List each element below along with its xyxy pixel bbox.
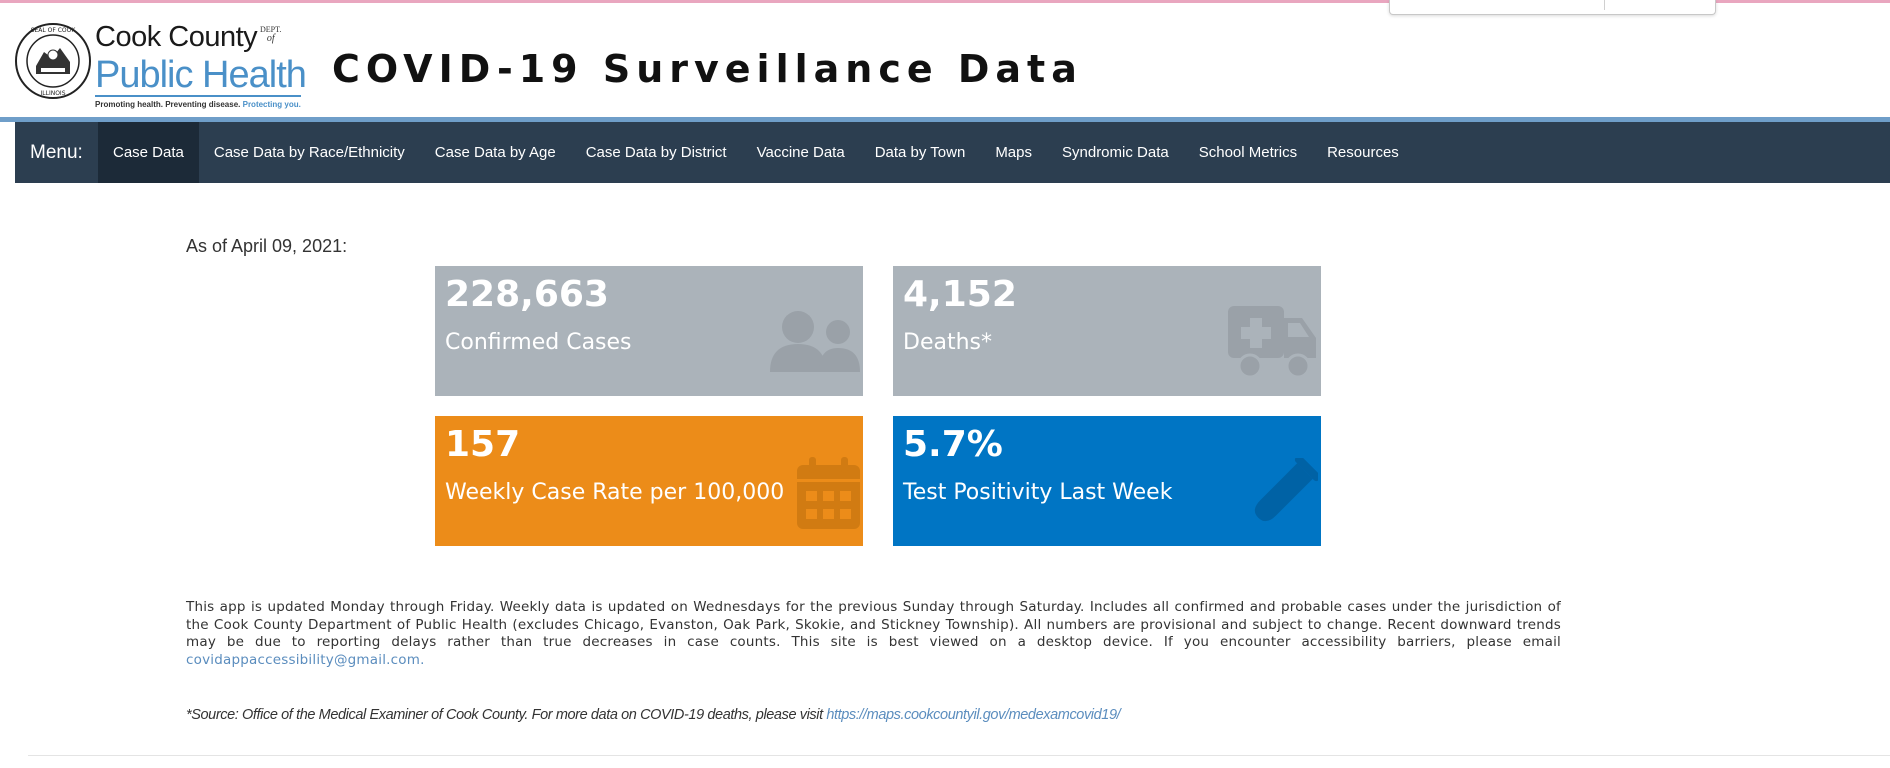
logo-of-label: of (266, 33, 275, 44)
confirmed-cases-value: 228,663 (445, 274, 609, 315)
logo-dept-label: DEPT. (260, 25, 282, 34)
users-icon (770, 311, 860, 372)
nav-menu-label: Menu: (30, 142, 83, 163)
accessibility-email-link[interactable]: covidappaccessibility@gmail.com. (186, 651, 425, 668)
nav-item-case-data-race-ethnicity[interactable]: Case Data by Race/Ethnicity (213, 144, 405, 161)
department-logo[interactable]: Cook County DEPT. of Public Health Promo… (95, 19, 310, 114)
test-positivity-label: Test Positivity Last Week (903, 480, 1173, 505)
update-note-text: This app is updated Monday through Frida… (186, 599, 1561, 650)
deaths-value: 4,152 (903, 274, 1017, 315)
weekly-case-rate-card: 157 Weekly Case Rate per 100,000 (435, 416, 863, 546)
deaths-card: 4,152 Deaths* (893, 266, 1321, 396)
logo-public-health: Public Health (95, 54, 307, 96)
weekly-case-rate-label: Weekly Case Rate per 100,000 (445, 480, 785, 505)
test-positivity-value: 5.7% (903, 424, 1003, 465)
as-of-date: As of April 09, 2021: (186, 236, 348, 256)
confirmed-cases-card: 228,663 Confirmed Cases (435, 266, 863, 396)
nav-item-vaccine-data[interactable]: Vaccine Data (756, 144, 845, 161)
nav-items: Case Data Case Data by Race/Ethnicity Ca… (98, 122, 1414, 183)
site-header: SEAL OF COOK ILLINOIS Cook County DEPT. … (0, 3, 1890, 117)
medical-examiner-link[interactable]: https://maps.cookcountyil.gov/medexamcov… (826, 707, 1121, 723)
confirmed-cases-label: Confirmed Cases (445, 330, 632, 355)
svg-text:ILLINOIS: ILLINOIS (40, 90, 65, 97)
calendar-icon (797, 457, 860, 529)
tagline-blue: Protecting you. (242, 100, 301, 109)
svg-text:SEAL OF COOK: SEAL OF COOK (31, 27, 77, 34)
logo-dept: DEPT. of (260, 25, 282, 44)
main-navbar: Menu: Case Data Case Data by Race/Ethnic… (15, 122, 1890, 183)
deaths-source-note: *Source: Office of the Medical Examiner … (186, 707, 1121, 723)
weekly-case-rate-value: 157 (445, 424, 521, 465)
logo-underline (95, 95, 301, 97)
nav-item-data-by-town[interactable]: Data by Town (874, 144, 966, 161)
tagline-dark: Promoting health. Preventing disease. (95, 100, 241, 109)
nav-item-syndromic-data[interactable]: Syndromic Data (1062, 144, 1169, 161)
page-title: COVID-19 Surveillance Data (332, 47, 1083, 91)
nav-item-case-data[interactable]: Case Data (98, 122, 199, 183)
logo-cook-county: Cook County (95, 21, 258, 53)
source-text: *Source: Office of the Medical Examiner … (186, 707, 827, 723)
header-divider (0, 117, 1890, 122)
nav-item-case-data-district[interactable]: Case Data by District (585, 144, 727, 161)
nav-item-resources[interactable]: Resources (1327, 144, 1399, 161)
test-positivity-card: 5.7% Test Positivity Last Week (893, 416, 1321, 546)
widget-divider (1604, 0, 1605, 10)
cook-county-seal-icon: SEAL OF COOK ILLINOIS (15, 23, 91, 99)
ambulance-icon (1228, 306, 1316, 378)
top-accent-stripe (0, 0, 1890, 3)
test-tube-icon (1254, 458, 1318, 522)
deaths-label: Deaths* (903, 330, 992, 355)
nav-item-maps[interactable]: Maps (995, 144, 1032, 161)
nav-item-case-data-age[interactable]: Case Data by Age (434, 144, 556, 161)
update-note: This app is updated Monday through Frida… (186, 599, 1561, 669)
logo-tagline: Promoting health. Preventing disease. Pr… (95, 100, 301, 109)
browser-overlay-widget[interactable] (1389, 0, 1716, 15)
nav-item-school-metrics[interactable]: School Metrics (1198, 144, 1298, 161)
bottom-divider (28, 755, 1890, 756)
